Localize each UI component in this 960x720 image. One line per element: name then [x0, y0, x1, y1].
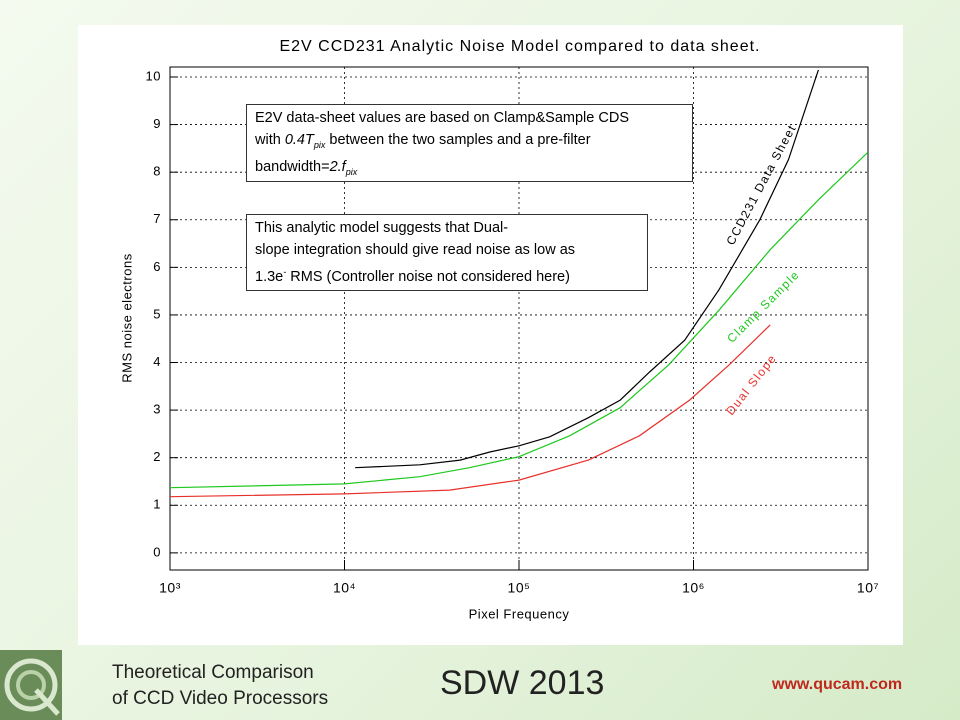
y-tick-label: 2	[153, 449, 161, 464]
y-tick-label: 5	[153, 306, 161, 321]
series-label: Clamp Sample	[724, 267, 802, 345]
annotation-text: bandwidth=	[255, 158, 330, 175]
series-line	[355, 69, 819, 469]
y-tick-label: 7	[153, 211, 161, 226]
y-tick-label: 9	[153, 116, 161, 131]
annotation-line: bandwidth=2.fpix	[255, 156, 684, 183]
annotation-text: 2.f	[329, 158, 346, 175]
y-tick-label: 4	[153, 354, 161, 369]
annotation-box: This analytic model suggests that Dual-s…	[246, 214, 648, 291]
annotation-text: RMS (Controller noise not considered her…	[286, 268, 570, 285]
chart-title: E2V CCD231 Analytic Noise Model compared…	[279, 38, 760, 55]
annotation-box: E2V data-sheet values are based on Clamp…	[246, 104, 693, 182]
footer-event: SDW 2013	[440, 664, 605, 702]
annotation-text: between the two samples and a pre-filter	[325, 132, 591, 148]
series-line	[170, 151, 868, 489]
footer-url: www.qucam.com	[772, 676, 903, 693]
annotation-text: E2V data-sheet values are based on Clamp…	[255, 110, 629, 126]
x-tick-label: 10⁴	[333, 580, 356, 596]
x-tick-label: 10⁶	[682, 580, 705, 596]
logo	[0, 650, 62, 720]
annotation-line: E2V data-sheet values are based on Clamp…	[255, 107, 684, 129]
y-axis-label: RMS noise electrons	[119, 253, 134, 382]
annotation-text: slope integration should give read noise…	[255, 242, 576, 258]
y-tick-label: 3	[153, 402, 161, 417]
x-tick-label: 10³	[159, 580, 181, 596]
series-label: Dual Slope	[723, 351, 779, 418]
x-tick-label: 10⁷	[857, 580, 879, 596]
annotation-line: slope integration should give read noise…	[255, 239, 639, 261]
y-tick-label: 10	[146, 68, 161, 83]
footer-subtitle: Theoretical Comparison	[112, 662, 314, 683]
annotation-line: This analytic model suggests that Dual-	[255, 217, 639, 239]
annotation-text: pix	[313, 139, 326, 150]
annotation-text: pix	[345, 166, 358, 177]
annotation-line: with 0.4Tpix between the two samples and…	[255, 129, 684, 156]
annotation-text: This analytic model suggests that Dual-	[255, 220, 509, 236]
x-axis-label: Pixel Frequency	[469, 606, 570, 621]
annotation-text: with	[255, 132, 285, 148]
annotation-text: 0.4T	[284, 132, 314, 148]
annotation-text: -	[283, 267, 287, 277]
annotation-text: 1.3e	[255, 268, 284, 285]
x-tick-label: 10⁵	[508, 580, 531, 596]
y-tick-label: 8	[153, 164, 161, 179]
annotation-line: 1.3e- RMS (Controller noise not consider…	[255, 261, 639, 288]
y-tick-label: 1	[153, 497, 161, 512]
series-line	[170, 324, 771, 498]
plot-lines	[170, 69, 868, 498]
series-label: CCD231 Data Sheet	[723, 122, 799, 248]
footer-subtitle: of CCD Video Processors	[112, 688, 329, 709]
y-tick-label: 0	[153, 544, 161, 559]
y-tick-label: 6	[153, 259, 161, 274]
